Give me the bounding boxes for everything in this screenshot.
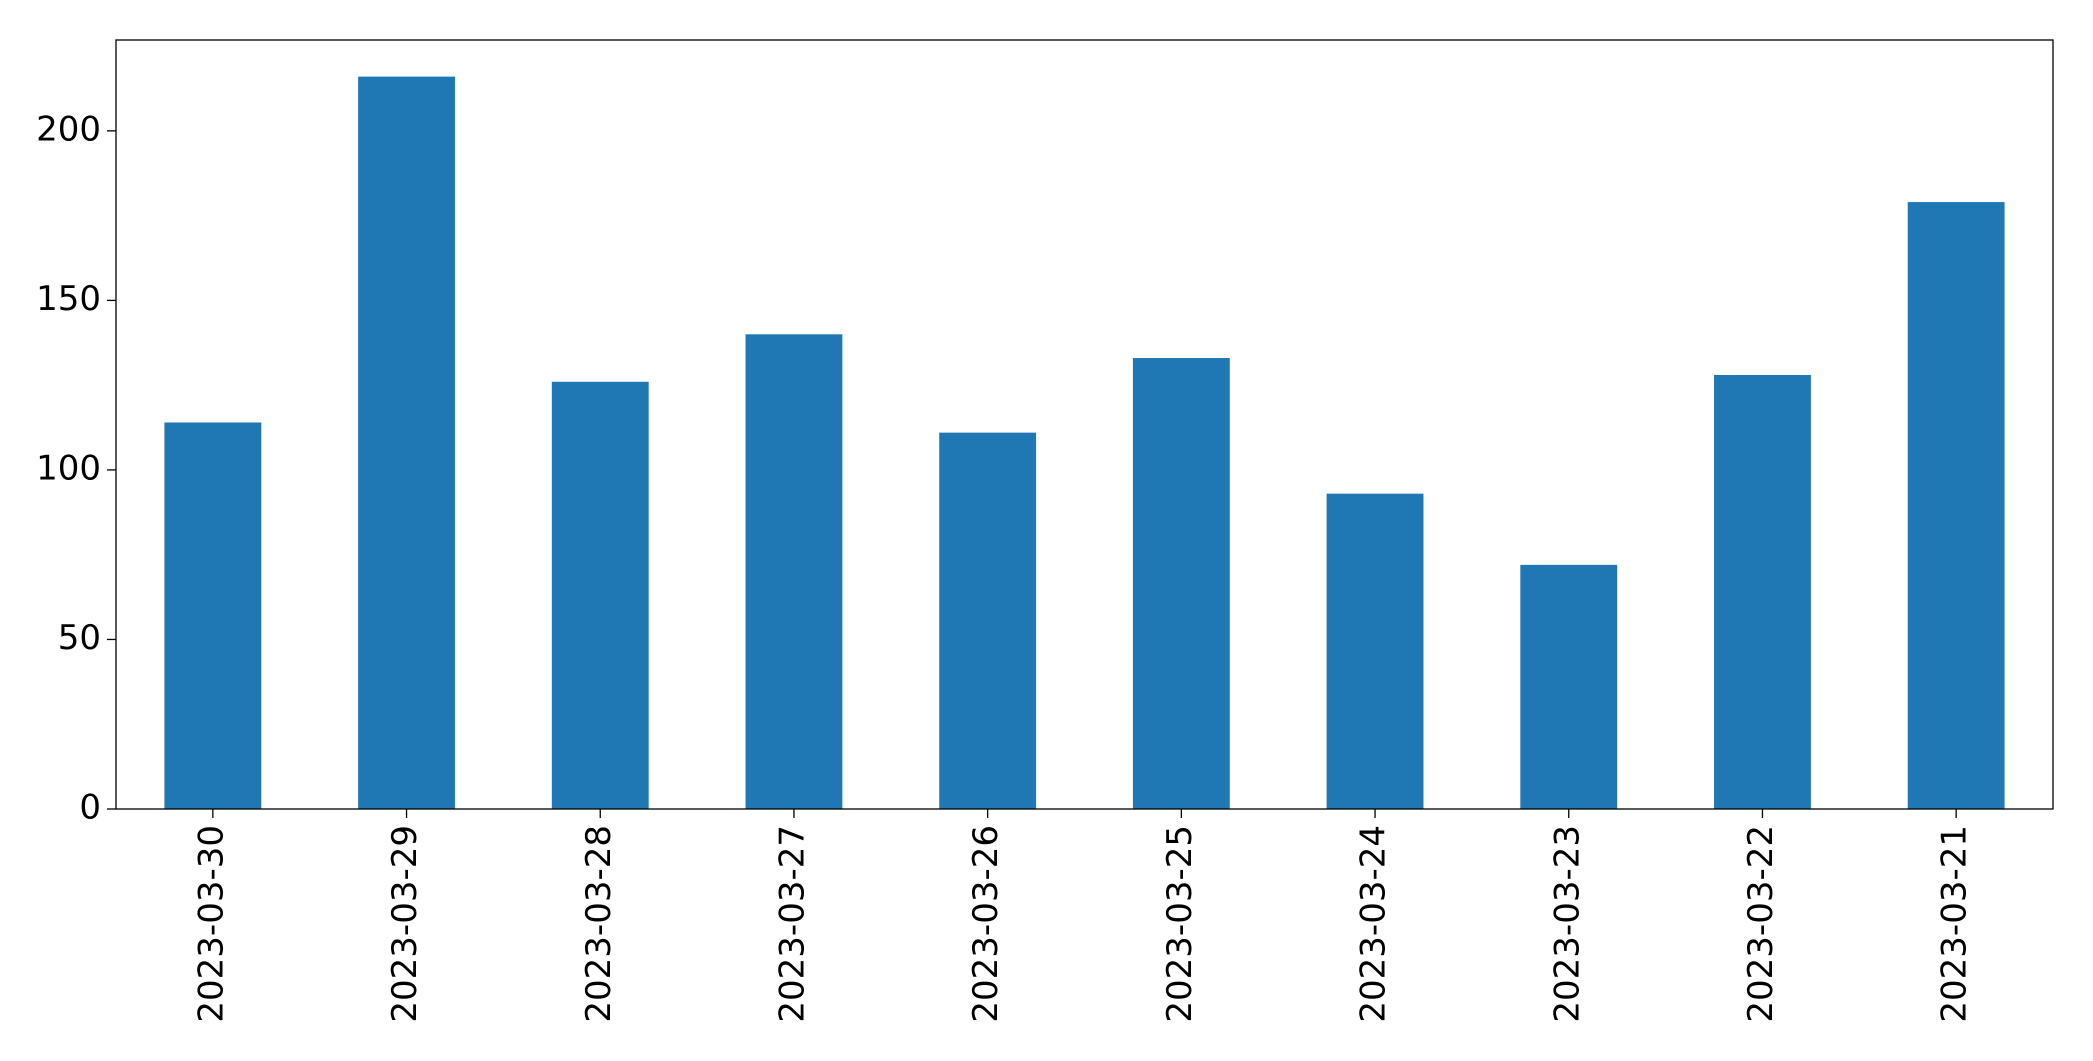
bar <box>1132 358 1230 809</box>
bar <box>1326 493 1424 809</box>
bar <box>1714 374 1811 809</box>
y-tick-label: 150 <box>36 279 101 319</box>
x-tick-label: 2023-03-28 <box>579 825 619 1023</box>
plot-frame <box>115 39 2054 810</box>
bar <box>1520 564 1618 809</box>
y-tick-label: 0 <box>79 788 101 828</box>
y-tick-label: 50 <box>58 618 101 658</box>
bar <box>551 381 649 809</box>
bar <box>939 432 1037 809</box>
x-tick-label: 2023-03-22 <box>1741 825 1781 1023</box>
x-tick-label: 2023-03-23 <box>1547 825 1587 1023</box>
x-tick-label: 2023-03-30 <box>191 825 231 1023</box>
bar <box>745 334 843 809</box>
bar <box>1907 202 2005 810</box>
x-tick-label: 2023-03-29 <box>385 825 425 1023</box>
bar <box>358 76 455 810</box>
x-tick-label: 2023-03-21 <box>1935 825 1975 1023</box>
y-tick-label: 100 <box>36 448 101 488</box>
bar <box>164 422 262 809</box>
x-tick-label: 2023-03-27 <box>772 825 812 1023</box>
x-tick-label: 2023-03-25 <box>1160 825 1200 1023</box>
x-tick-label: 2023-03-24 <box>1354 825 1394 1023</box>
y-tick-label: 200 <box>36 109 101 149</box>
x-tick-label: 2023-03-26 <box>966 825 1006 1023</box>
